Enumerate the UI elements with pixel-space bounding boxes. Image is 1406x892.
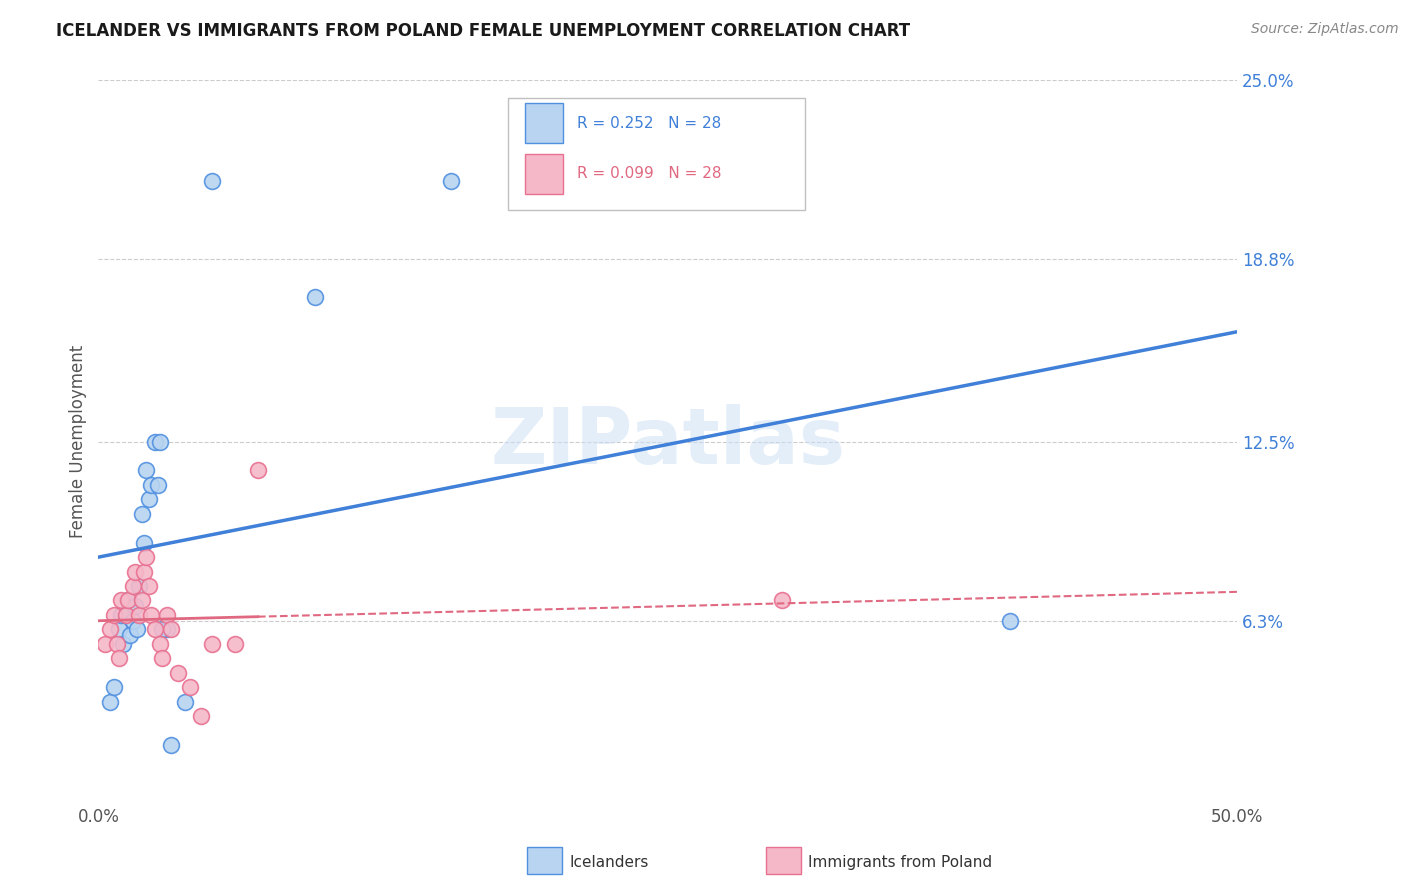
Point [146, 478, 169, 492]
Point [103, 680, 125, 694]
Point [139, 607, 162, 622]
Point [138, 492, 160, 507]
Point [132, 565, 155, 579]
Bar [526, 103, 562, 143]
Point [120, 628, 142, 642]
Point [98, 623, 121, 637]
Point [167, 665, 190, 680]
Point [138, 579, 160, 593]
Text: R = 0.252   N = 28: R = 0.252 N = 28 [576, 116, 721, 131]
Point [114, 607, 136, 622]
Point [156, 607, 179, 622]
Point [131, 593, 153, 607]
Point [127, 623, 149, 637]
Text: Source: ZipAtlas.com: Source: ZipAtlas.com [1251, 22, 1399, 37]
Point [108, 623, 131, 637]
Point [135, 463, 157, 477]
Point [98, 695, 121, 709]
Point [110, 593, 132, 607]
Point [149, 637, 172, 651]
Point [224, 637, 246, 651]
Point [108, 651, 131, 665]
Point [117, 593, 139, 607]
Point [145, 623, 167, 637]
Point [160, 623, 183, 637]
Point [110, 607, 132, 622]
Point [139, 478, 162, 492]
Point [150, 651, 173, 665]
Point [121, 579, 143, 593]
Point [190, 709, 212, 723]
Point [440, 174, 463, 188]
Point [128, 607, 150, 622]
Point [112, 637, 135, 651]
Text: ZIPatlas: ZIPatlas [491, 403, 845, 480]
Point [770, 593, 793, 607]
Point [179, 680, 201, 694]
Point [124, 599, 146, 614]
Bar [526, 153, 562, 194]
Point [124, 565, 146, 579]
Text: Icelanders: Icelanders [569, 855, 648, 870]
Text: Immigrants from Poland: Immigrants from Poland [808, 855, 993, 870]
Point [998, 614, 1021, 628]
Point [304, 290, 326, 304]
Text: ICELANDER VS IMMIGRANTS FROM POLAND FEMALE UNEMPLOYMENT CORRELATION CHART: ICELANDER VS IMMIGRANTS FROM POLAND FEMA… [56, 22, 910, 40]
Y-axis label: Female Unemployment: Female Unemployment [69, 345, 87, 538]
Point [114, 607, 136, 622]
Point [103, 607, 125, 622]
Point [94, 637, 117, 651]
Text: R = 0.099   N = 28: R = 0.099 N = 28 [576, 166, 721, 181]
Point [201, 174, 224, 188]
Point [117, 593, 139, 607]
Point [105, 637, 128, 651]
Point [174, 695, 197, 709]
Point [201, 637, 224, 651]
Bar [509, 98, 804, 211]
Point [135, 550, 157, 565]
Point [246, 463, 269, 477]
Point [128, 579, 150, 593]
Point [149, 434, 172, 449]
Point [160, 738, 183, 752]
Point [121, 614, 143, 628]
Point [132, 535, 155, 549]
Point [145, 434, 167, 449]
Point [150, 623, 173, 637]
Point [131, 507, 153, 521]
Point [156, 623, 179, 637]
